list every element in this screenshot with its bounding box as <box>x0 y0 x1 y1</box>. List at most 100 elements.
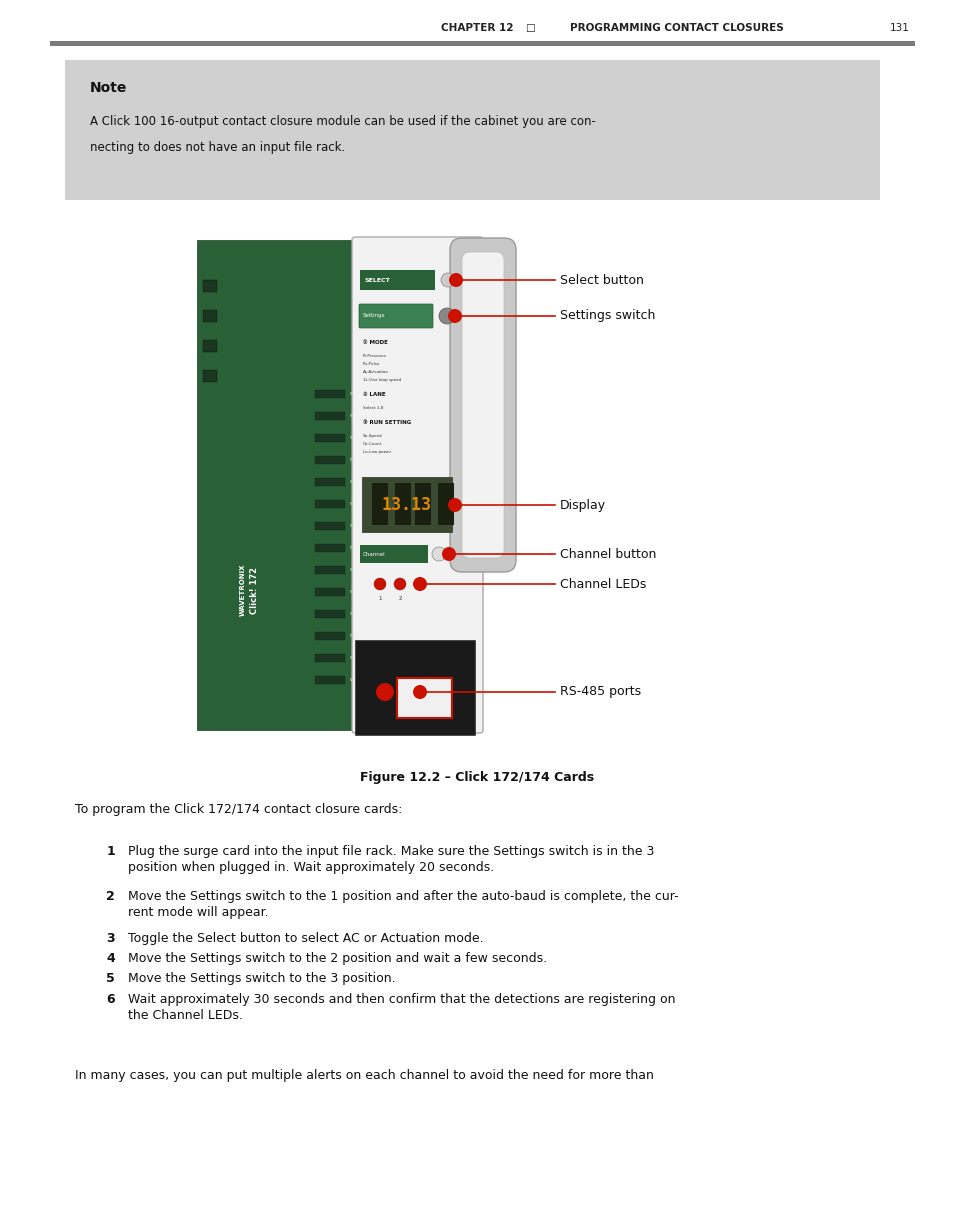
Bar <box>203 310 216 321</box>
Bar <box>203 280 216 292</box>
Text: Channel: Channel <box>363 551 385 557</box>
Bar <box>355 640 475 735</box>
FancyBboxPatch shape <box>461 252 503 558</box>
Text: Plug the surge card into the input file rack. Make sure the Settings switch is i: Plug the surge card into the input file … <box>128 845 654 858</box>
Bar <box>314 588 345 596</box>
Bar <box>415 483 431 525</box>
Text: Settings switch: Settings switch <box>559 309 655 323</box>
Text: 3: 3 <box>107 933 115 945</box>
Bar <box>314 544 345 552</box>
Text: Wait approximately 30 seconds and then confirm that the detections are registeri: Wait approximately 30 seconds and then c… <box>128 993 675 1006</box>
Text: Note: Note <box>90 81 128 94</box>
Text: 13.13: 13.13 <box>381 496 432 514</box>
Text: 6: 6 <box>107 993 115 1006</box>
Bar <box>50 40 914 45</box>
Text: R18: R18 <box>350 634 355 638</box>
Text: A Click 100 16-output contact closure module can be used if the cabinet you are : A Click 100 16-output contact closure mo… <box>90 115 596 129</box>
Bar <box>396 679 452 718</box>
Text: Select 1-8: Select 1-8 <box>363 406 383 410</box>
Circle shape <box>448 309 461 323</box>
Text: R15: R15 <box>350 568 355 572</box>
Circle shape <box>448 498 461 512</box>
Text: ③ RUN SETTING: ③ RUN SETTING <box>363 420 411 425</box>
Bar <box>314 521 345 530</box>
Text: WAVETRONIX: WAVETRONIX <box>240 563 246 616</box>
Text: rent mode will appear.: rent mode will appear. <box>128 906 269 919</box>
Bar <box>314 676 345 683</box>
Bar <box>437 483 454 525</box>
Text: Move the Settings switch to the 2 position and wait a few seconds.: Move the Settings switch to the 2 positi… <box>128 952 547 964</box>
FancyBboxPatch shape <box>450 238 516 572</box>
Text: 4: 4 <box>106 952 115 964</box>
Bar <box>359 270 435 290</box>
Bar <box>372 483 388 525</box>
Bar <box>65 60 879 200</box>
Bar <box>314 479 345 486</box>
Bar <box>314 566 345 574</box>
FancyBboxPatch shape <box>352 237 482 733</box>
Text: R19: R19 <box>350 656 355 660</box>
Text: ② LANE: ② LANE <box>363 391 385 398</box>
Circle shape <box>438 308 455 324</box>
Circle shape <box>394 578 406 590</box>
Circle shape <box>375 683 394 701</box>
Text: CHAPTER 12: CHAPTER 12 <box>440 23 513 33</box>
Text: 131: 131 <box>889 23 909 33</box>
Text: 1: 1 <box>106 845 115 858</box>
Text: PROGRAMMING CONTACT CLOSURES: PROGRAMMING CONTACT CLOSURES <box>569 23 783 33</box>
Bar <box>314 412 345 420</box>
Text: Settings: Settings <box>363 314 385 319</box>
Text: □: □ <box>524 23 535 33</box>
Text: Select button: Select button <box>559 274 643 286</box>
Text: R20: R20 <box>350 679 355 682</box>
Text: R10: R10 <box>350 458 355 463</box>
Text: 1: 1 <box>377 595 381 600</box>
Text: R17: R17 <box>350 612 355 616</box>
Bar <box>203 371 216 382</box>
FancyBboxPatch shape <box>358 304 433 328</box>
Text: ① MODE: ① MODE <box>363 340 388 345</box>
Text: R12: R12 <box>350 502 355 506</box>
Text: R14: R14 <box>350 546 355 550</box>
Text: 5: 5 <box>106 972 115 985</box>
Bar <box>314 390 345 398</box>
Text: position when plugged in. Wait approximately 20 seconds.: position when plugged in. Wait approxima… <box>128 861 494 874</box>
Text: So-Speed: So-Speed <box>363 434 382 438</box>
Bar <box>196 240 352 730</box>
Text: Channel LEDs: Channel LEDs <box>559 578 646 590</box>
Text: Channel button: Channel button <box>559 547 656 561</box>
Text: R16: R16 <box>350 590 355 594</box>
Text: To program the Click 172/174 contact closure cards:: To program the Click 172/174 contact clo… <box>75 804 402 816</box>
Circle shape <box>449 272 462 287</box>
Text: Pu-Pulse: Pu-Pulse <box>363 362 380 366</box>
Text: Lo-Low power: Lo-Low power <box>363 450 391 454</box>
Text: Co-Count: Co-Count <box>363 442 382 445</box>
Bar <box>359 545 428 563</box>
Bar <box>314 456 345 464</box>
Text: SELECT: SELECT <box>365 277 391 282</box>
Bar <box>314 610 345 618</box>
Text: 2: 2 <box>397 595 401 600</box>
Text: R13: R13 <box>350 524 355 528</box>
Text: RS-485 ports: RS-485 ports <box>559 686 640 698</box>
Circle shape <box>413 577 427 591</box>
Circle shape <box>432 547 446 561</box>
Circle shape <box>374 578 386 590</box>
Text: Move the Settings switch to the 1 position and after the auto-baud is complete, : Move the Settings switch to the 1 positi… <box>128 890 678 903</box>
Text: R7: R7 <box>350 391 354 396</box>
Circle shape <box>413 685 427 699</box>
Text: Move the Settings switch to the 3 position.: Move the Settings switch to the 3 positi… <box>128 972 395 985</box>
Text: Click! 172: Click! 172 <box>251 567 259 614</box>
Text: necting to does not have an input file rack.: necting to does not have an input file r… <box>90 141 345 155</box>
Text: 1L-One loop speed: 1L-One loop speed <box>363 378 401 382</box>
Text: Toggle the Select button to select AC or Actuation mode.: Toggle the Select button to select AC or… <box>128 933 483 945</box>
Text: In many cases, you can put multiple alerts on each channel to avoid the need for: In many cases, you can put multiple aler… <box>75 1069 653 1081</box>
Text: Figure 12.2 – Click 172/174 Cards: Figure 12.2 – Click 172/174 Cards <box>359 772 594 784</box>
Text: R11: R11 <box>350 480 355 483</box>
Text: Ac-Actuation: Ac-Actuation <box>363 371 389 374</box>
Bar <box>395 483 411 525</box>
Text: the Channel LEDs.: the Channel LEDs. <box>128 1009 243 1022</box>
Bar <box>314 632 345 640</box>
Text: R8: R8 <box>350 413 354 418</box>
Text: Pr-Presence: Pr-Presence <box>363 355 387 358</box>
